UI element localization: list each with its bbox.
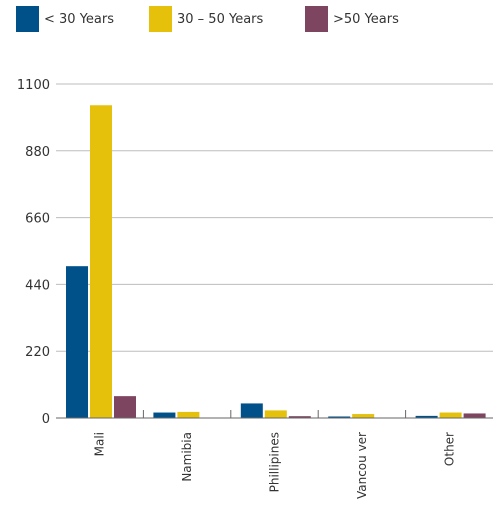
- bar-other-series-1: [439, 412, 462, 418]
- x-category-label: Namibia: [180, 432, 194, 482]
- y-tick-label: 220: [25, 345, 50, 360]
- bar-other-series-2: [463, 413, 486, 418]
- y-tick-label: 440: [25, 278, 50, 293]
- y-tick-label: 1100: [17, 78, 50, 93]
- x-category-label: Other: [442, 432, 456, 466]
- axis-labels: 0 220 440 660 880 1100 Mali Namibia Phillipines V…: [17, 78, 456, 499]
- legend-label-over-50: >50 Years: [333, 12, 399, 27]
- y-tick-label: 0: [42, 412, 50, 427]
- gridlines: [56, 83, 493, 352]
- y-tick-label: 660: [25, 212, 50, 227]
- x-axis: [56, 410, 493, 419]
- legend-label-under-30: < 30 Years: [44, 12, 114, 27]
- x-category-label: Phillipines: [268, 432, 282, 492]
- bars: [66, 105, 486, 418]
- bar-vancou-ver-series-1: [352, 414, 375, 418]
- legend-label-30-50: 30 – 50 Years: [177, 12, 264, 27]
- chart-legend: < 30 Years 30 – 50 Years >50 Years: [0, 6, 493, 32]
- bar-phillipines-series-2: [288, 416, 311, 418]
- bar-vancou-ver-series-0: [328, 416, 351, 418]
- bar-phillipines-series-0: [240, 403, 263, 418]
- y-tick-label: 880: [25, 145, 50, 160]
- bar-other-series-0: [415, 415, 438, 418]
- bar-mali-series-0: [66, 266, 88, 418]
- x-category-label: Vancou ver: [355, 432, 369, 499]
- bar-namibia-series-0: [153, 412, 176, 418]
- bar-mali-series-1: [90, 105, 112, 418]
- bar-mali-series-2: [114, 396, 136, 418]
- bar-namibia-series-1: [177, 411, 200, 418]
- legend-swatch-under-30: [16, 6, 39, 32]
- bar-phillipines-series-1: [264, 410, 287, 418]
- x-category-label: Mali: [93, 432, 107, 456]
- legend-swatch-over-50: [305, 6, 328, 32]
- legend-swatch-30-50: [149, 6, 172, 32]
